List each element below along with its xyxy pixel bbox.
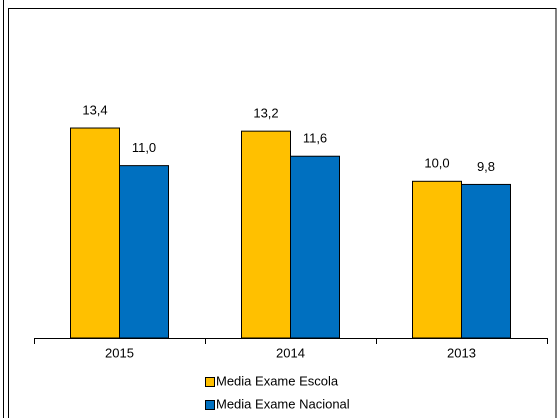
legend-label: Media Exame Nacional <box>216 396 350 411</box>
x-tick-label: 2015 <box>105 345 134 360</box>
bar <box>119 165 169 339</box>
value-label: 11,0 <box>132 140 156 155</box>
legend-label: Media Exame Escola <box>216 373 339 388</box>
x-tick-label: 2013 <box>447 345 476 360</box>
value-label: 10,0 <box>424 156 449 171</box>
bar <box>412 180 462 339</box>
x-tick-label: 2014 <box>276 345 305 360</box>
bar <box>290 155 340 339</box>
legend-swatch <box>205 377 215 387</box>
value-label: 13,4 <box>82 102 107 117</box>
bar <box>241 130 291 339</box>
value-label: 11,6 <box>303 131 327 146</box>
value-label: 9,8 <box>477 159 495 174</box>
bar <box>70 127 120 339</box>
value-label: 13,2 <box>253 106 278 121</box>
legend-swatch <box>205 400 215 410</box>
bar <box>461 183 511 339</box>
